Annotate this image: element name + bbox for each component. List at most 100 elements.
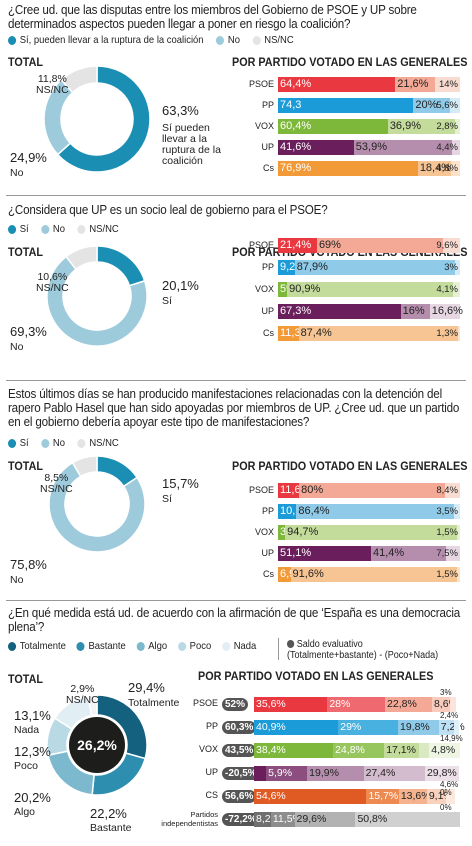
legend-dot-icon bbox=[76, 641, 85, 651]
saldo-badge: 52% bbox=[222, 698, 249, 711]
bar-segment: 28% bbox=[327, 697, 385, 712]
legend-item: Bastante bbox=[76, 640, 126, 652]
donut-slice-1 bbox=[46, 255, 148, 347]
bar-value-label: 20% bbox=[415, 99, 438, 111]
total-label: TOTAL bbox=[8, 55, 44, 69]
bar-segment: 41,6% bbox=[278, 140, 354, 155]
bar-segment: 8,2% bbox=[254, 812, 280, 827]
legend-dot-icon bbox=[8, 35, 17, 45]
bar-value-label: 5,6% bbox=[436, 100, 458, 111]
legend-separator bbox=[278, 638, 279, 660]
divider bbox=[6, 600, 466, 601]
legend-item: NS/NC bbox=[77, 223, 119, 235]
legend-dot-icon bbox=[8, 438, 17, 448]
bar-value-label: 7,2% bbox=[439, 721, 465, 733]
total-label: TOTAL bbox=[8, 245, 44, 259]
bar-value-label: 74,3 bbox=[280, 99, 302, 111]
bar-side-label: 4,6% bbox=[440, 780, 459, 789]
bar-value-label: 5,9% bbox=[268, 767, 293, 779]
bar-segment bbox=[458, 720, 460, 735]
bar-segment: 29,8% bbox=[424, 766, 459, 781]
bar-segment: 4,1% bbox=[436, 282, 460, 297]
donut-label-no-value: 24,9% bbox=[10, 150, 47, 165]
bar-value-label: 40,9% bbox=[256, 721, 286, 733]
bar-segment: 64,4% bbox=[278, 77, 396, 92]
legend-q2: Sí No NS/NC bbox=[8, 223, 119, 235]
bar-segment: 29,6% bbox=[294, 812, 356, 827]
bar-value-label: 22,8% bbox=[387, 698, 417, 710]
bar-value-label: 91,6% bbox=[292, 568, 324, 580]
bar-value-label: 1,5% bbox=[436, 569, 458, 580]
divider bbox=[6, 195, 466, 196]
bar-value-label: 13,6% bbox=[400, 790, 431, 802]
bar-value-label: 16,6% bbox=[431, 305, 463, 317]
bar-row-label: Cs bbox=[263, 569, 274, 579]
bar-segment: 60,4% bbox=[278, 119, 388, 134]
legend-q3: Sí No NS/NC bbox=[8, 437, 119, 449]
bar-value-label: 21,4% bbox=[280, 239, 312, 251]
question-2: ¿Considera que UP es un socio leal de go… bbox=[8, 203, 328, 217]
legend-item: No bbox=[41, 223, 65, 235]
bar-value-label: 54,6% bbox=[256, 790, 286, 802]
bar-segment: 86,4% bbox=[296, 504, 454, 519]
donut-label-si-value: 20,1% bbox=[162, 278, 199, 293]
bar-value-label: 9,6% bbox=[436, 240, 458, 251]
bar-value-label: 76,9% bbox=[280, 162, 312, 174]
bar-segment bbox=[453, 720, 459, 735]
legend-item: Sí bbox=[8, 223, 29, 235]
bar-row-label: PP bbox=[261, 100, 274, 110]
bar-segment: 50,8% bbox=[355, 812, 460, 827]
bar-row-label: PP bbox=[261, 262, 274, 272]
bar-value-label: 21,6% bbox=[397, 78, 429, 90]
bar-segment: 19,8% bbox=[397, 720, 439, 735]
bar-row-label: PSOE bbox=[248, 485, 274, 495]
donut-center-label: 26,2% bbox=[77, 737, 117, 753]
donut-label-bastante-text: Bastante bbox=[90, 822, 132, 834]
donut-label-no-text: No bbox=[10, 341, 24, 353]
bar-value-label: 2,8% bbox=[436, 121, 458, 132]
bar-value-label: 38,4% bbox=[256, 744, 286, 756]
legend-item: Totalmente bbox=[8, 640, 66, 652]
bar-value-label: 87,4% bbox=[300, 327, 332, 339]
bar-row-label: PSOE bbox=[248, 240, 274, 250]
bar-value-label: 3% bbox=[444, 262, 458, 273]
bar-value-label: 29% bbox=[340, 721, 362, 733]
bar-side-label: 0% bbox=[440, 803, 452, 812]
bar-value-label: 94,7% bbox=[287, 526, 319, 538]
bar-segment: 87,4% bbox=[298, 326, 458, 341]
bar-segment: 16,6% bbox=[429, 304, 463, 319]
donut-label-algo-value: 20,2% bbox=[14, 790, 51, 805]
bar-value-label: 41,4% bbox=[373, 547, 405, 559]
bar-segment bbox=[254, 766, 267, 781]
legend-dot-icon bbox=[8, 224, 17, 234]
donut-label-algo-text: Algo bbox=[14, 806, 36, 818]
donut-label-poco-value: 12,3% bbox=[14, 744, 51, 759]
legend-dot-icon bbox=[252, 35, 261, 45]
bar-segment: 90,9% bbox=[287, 282, 453, 297]
bar-segment: 36,9% bbox=[387, 119, 455, 134]
bar-segment: 4,4% bbox=[436, 140, 460, 155]
legend-item: No bbox=[216, 34, 240, 46]
section-q4: ¿En qué medida está ud. de acuerdo con l… bbox=[0, 602, 472, 846]
bar-value-label: 15,7% bbox=[368, 790, 399, 802]
by-party-label: POR PARTIDO VOTADO EN LAS GENERALES bbox=[232, 459, 468, 473]
bar-segment: 5% bbox=[278, 282, 296, 297]
bar-segment: 1,5% bbox=[436, 525, 460, 540]
question-3: Estos últimos días se han producido mani… bbox=[8, 387, 460, 429]
bar-segment: 94,7% bbox=[285, 525, 458, 540]
bar-segment: 67,3% bbox=[278, 304, 401, 319]
bar-segment bbox=[445, 789, 456, 804]
donut-label-nsnc: 8,5% NS/NC bbox=[40, 472, 73, 495]
donut-slice-2 bbox=[60, 65, 98, 94]
bar-value-label: 64,4% bbox=[280, 78, 312, 90]
bar-segment: 4,8% bbox=[436, 161, 460, 176]
bar-side-label: 14,9% bbox=[440, 734, 463, 743]
bar-row-label: VOX bbox=[254, 284, 274, 294]
bar-segment: 5,9% bbox=[266, 766, 308, 781]
bar-segment: 4,8% bbox=[429, 743, 460, 758]
bar-value-label: 29,6% bbox=[296, 813, 327, 825]
bar-value-label: 4,4% bbox=[436, 142, 458, 153]
bar-value-label: 51,1% bbox=[280, 547, 312, 559]
bar-value-label: 50,8% bbox=[357, 813, 388, 825]
legend-dot-icon bbox=[222, 641, 231, 651]
